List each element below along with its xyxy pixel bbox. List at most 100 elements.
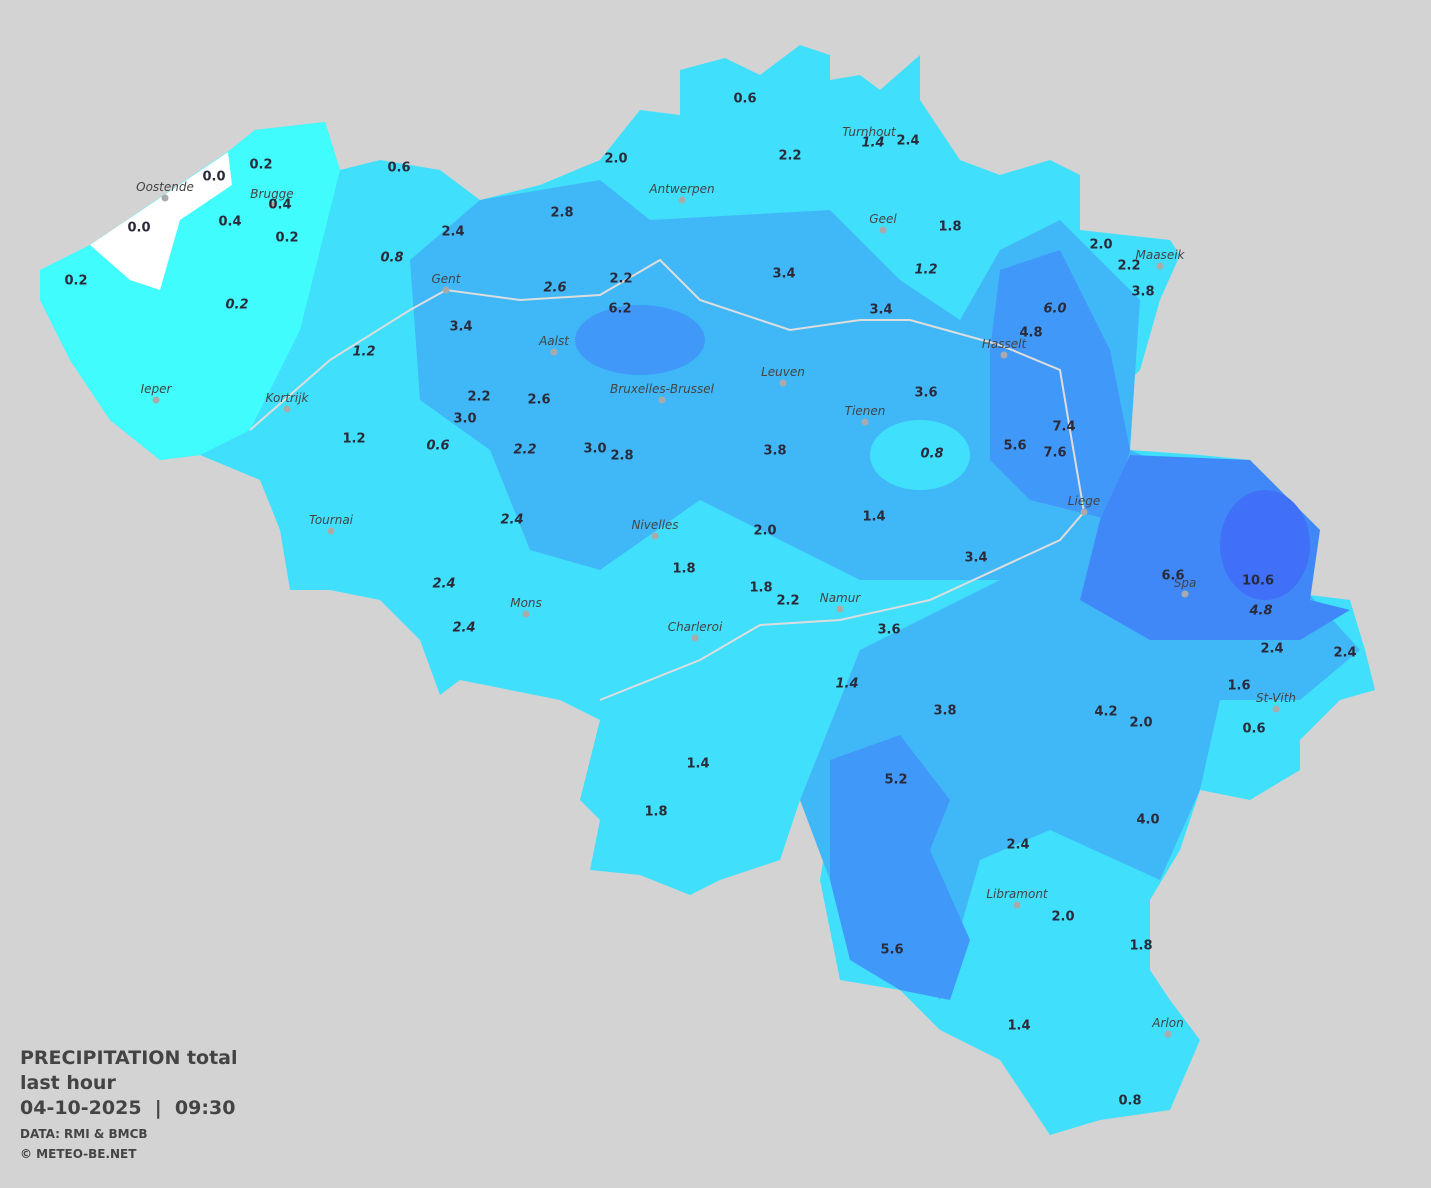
reading: 1.8 (672, 562, 695, 577)
reading: 3.4 (449, 320, 472, 335)
city-name: Geel (869, 212, 897, 226)
reading: 0.4 (218, 215, 241, 230)
reading: 4.8 (1019, 326, 1042, 341)
reading: 5.6 (1003, 439, 1026, 454)
reading: 1.2 (352, 345, 375, 360)
reading: 1.4 (835, 677, 858, 692)
dry-zone (90, 152, 232, 290)
reading: 0.2 (275, 231, 298, 246)
reading: 1.8 (1129, 939, 1152, 954)
city-name: Tournai (309, 513, 354, 527)
reading: 0.6 (387, 161, 410, 176)
title: 04-10-2025 | 09:30 (20, 1097, 235, 1119)
city-dot (879, 226, 887, 234)
city-name: Aalst (538, 334, 570, 348)
reading: 2.0 (753, 524, 776, 539)
reading: 1.4 (686, 757, 709, 772)
reading: 7.6 (1043, 446, 1066, 461)
city-name: Leuven (761, 365, 805, 379)
city-name: Hasselt (982, 337, 1028, 351)
reading: 2.2 (609, 272, 632, 287)
city-dot (1000, 351, 1008, 359)
city-dot (522, 610, 530, 618)
reading: 2.4 (452, 621, 475, 636)
city-dot (1181, 590, 1189, 598)
reading: 0.0 (127, 221, 150, 236)
reading: 2.4 (432, 577, 455, 592)
reading: 2.8 (550, 206, 573, 221)
city-name: Namur (820, 591, 862, 605)
reading: 1.4 (861, 136, 884, 151)
reading: 1.6 (1227, 679, 1250, 694)
contour-zone (870, 420, 970, 490)
reading: 6.2 (608, 302, 631, 317)
reading: 6.0 (1043, 302, 1066, 317)
city-name: St-Vith (1256, 691, 1296, 705)
reading: 3.8 (763, 444, 786, 459)
city-dot (658, 396, 666, 404)
reading: 0.8 (380, 251, 403, 266)
credit: DATA: RMI & BMCB (20, 1127, 148, 1141)
reading: 4.2 (1094, 705, 1117, 720)
reading: 3.4 (964, 551, 987, 566)
city-dot (268, 201, 276, 209)
reading: 3.6 (877, 623, 900, 638)
title: last hour (20, 1072, 116, 1094)
city-name: Spa (1174, 576, 1197, 590)
city-dot (161, 194, 169, 202)
city-dot (327, 527, 335, 535)
city-dot (691, 634, 699, 642)
city-name: Brugge (250, 187, 293, 201)
reading: 2.0 (1129, 716, 1152, 731)
reading: 2.4 (1260, 642, 1283, 657)
reading: 3.4 (772, 267, 795, 282)
reading: 1.8 (938, 220, 961, 235)
reading: 0.8 (920, 447, 943, 462)
city-dot (152, 396, 160, 404)
coast-zone (40, 122, 340, 460)
reading: 1.4 (862, 510, 885, 525)
city-name: Nivelles (631, 518, 678, 532)
reading: 2.6 (543, 281, 566, 296)
city-name: Antwerpen (648, 182, 714, 196)
city-dot (1164, 1030, 1172, 1038)
reading: 4.0 (1136, 813, 1159, 828)
city-name: Liege (1068, 494, 1100, 508)
city-dot (1080, 508, 1088, 516)
contour-zone (830, 735, 970, 1000)
credit: © METEO-BE.NET (20, 1147, 137, 1161)
city-dot (779, 379, 787, 387)
reading: 3.6 (914, 386, 937, 401)
reading: 5.2 (884, 773, 907, 788)
reading: 2.2 (776, 594, 799, 609)
reading: 3.0 (583, 442, 606, 457)
reading: 4.8 (1248, 604, 1272, 619)
reading: 1.2 (342, 432, 365, 447)
reading: 2.2 (1117, 259, 1140, 274)
reading: 2.8 (610, 449, 633, 464)
reading: 2.0 (604, 152, 627, 167)
city-name: Ieper (141, 382, 173, 396)
city-dot (283, 405, 291, 413)
reading: 3.4 (869, 303, 892, 318)
contour-zone (575, 305, 705, 375)
reading: 0.6 (426, 439, 449, 454)
city-name: Turnhout (842, 125, 897, 139)
reading: 2.2 (467, 390, 490, 405)
reading: 10.6 (1242, 574, 1274, 589)
city-name: Maaseik (1136, 248, 1186, 262)
title: PRECIPITATION total (20, 1047, 238, 1069)
river (249, 258, 1086, 701)
reading: 2.6 (527, 393, 550, 408)
reading: 1.2 (914, 263, 937, 278)
reading: 0.6 (733, 92, 756, 107)
city-name: Arlon (1151, 1016, 1183, 1030)
city-dot (678, 196, 686, 204)
reading: 2.2 (513, 443, 536, 458)
city-dot (836, 605, 844, 613)
city-name: Libramont (986, 887, 1049, 901)
reading: 0.2 (225, 298, 248, 313)
reading: 2.4 (1006, 838, 1029, 853)
reading: 0.8 (1118, 1094, 1141, 1109)
